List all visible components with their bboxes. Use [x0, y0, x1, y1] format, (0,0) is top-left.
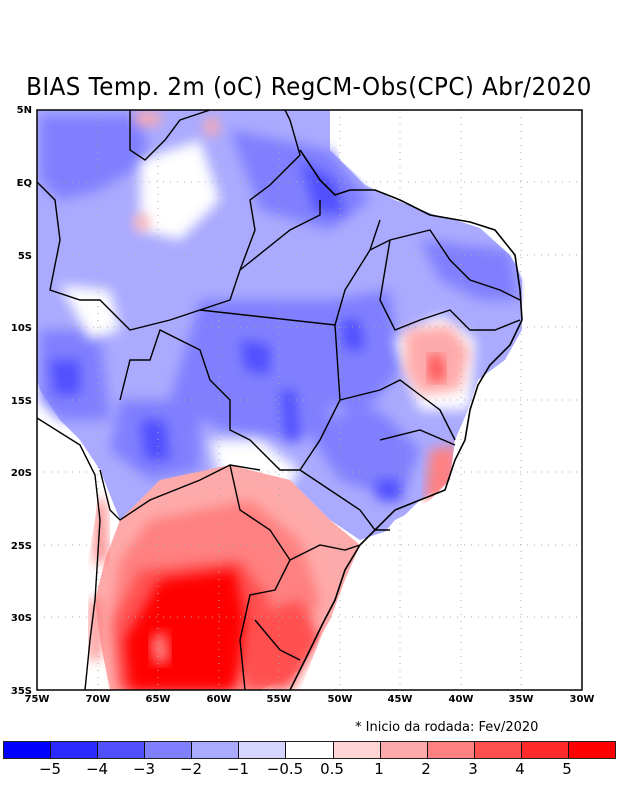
ytick-label: 10S: [11, 323, 32, 334]
colorbar-swatch: [192, 742, 240, 758]
colorbar-swatch: [239, 742, 287, 758]
colorbar-label: 4: [515, 760, 525, 778]
xtick-label: 70W: [86, 694, 111, 705]
colorbar-label: −2: [179, 760, 203, 778]
colorbar: [3, 741, 616, 759]
colorbar-swatch: [568, 742, 616, 758]
x-axis-ticks: 75W 70W 65W 60W 55W 50W 45W 40W 35W 30W: [25, 694, 595, 705]
ocean-mask: [300, 110, 582, 690]
run-start-note: * Inicio da rodada: Fev/2020: [355, 720, 539, 735]
colorbar-swatch: [145, 742, 193, 758]
ytick-label: 5S: [18, 251, 32, 262]
xtick-label: 50W: [328, 694, 353, 705]
xtick-label: 45W: [388, 694, 413, 705]
colorbar-label: −3: [132, 760, 156, 778]
y-axis-ticks: 5N EQ 5S 10S 15S 20S 25S 30S 35S: [11, 105, 32, 697]
field-chile-warm: [90, 500, 108, 660]
colorbar-label: 2: [421, 760, 431, 778]
ytick-label: 30S: [11, 613, 32, 624]
colorbar-label: 3: [468, 760, 478, 778]
colorbar-swatch: [51, 742, 99, 758]
xtick-label: 35W: [509, 694, 534, 705]
colorbar-label: 5: [562, 760, 572, 778]
plot-frame: [36, 109, 583, 691]
field-neutral: [60, 140, 475, 500]
colorbar-swatch: [427, 742, 475, 758]
map-plot: 5N EQ 5S 10S 15S 20S 25S 30S 35S 75W 70W…: [11, 105, 595, 705]
colorbar-swatch: [333, 742, 381, 758]
field-es-warm: [425, 445, 458, 505]
coastline: [289, 149, 523, 691]
colorbar-swatch: [98, 742, 146, 758]
ytick-label: 5N: [17, 105, 32, 116]
xtick-label: 75W: [25, 694, 50, 705]
chart-title: BIAS Temp. 2m (oC) RegCM-Obs(CPC) Abr/20…: [26, 72, 592, 101]
ytick-label: 15S: [11, 396, 32, 407]
field-north-mid: [40, 115, 520, 500]
ytick-label: 20S: [11, 468, 32, 479]
field-bahia-max: [428, 355, 445, 382]
country-borders: [36, 109, 521, 691]
colorbar-swatch: [286, 742, 334, 758]
colorbar-label: −1: [226, 760, 250, 778]
colorbar-label: −4: [85, 760, 109, 778]
ytick-label: 25S: [11, 541, 32, 552]
colorbar-swatch: [4, 742, 52, 758]
colorbar-label: −5: [38, 760, 62, 778]
colorbar-label: 0.5: [320, 760, 344, 778]
colorbar-label: −0.5: [266, 760, 304, 778]
ytick-label: 35S: [11, 686, 32, 697]
colorbar-swatch: [380, 742, 428, 758]
colorbar-swatch: [521, 742, 569, 758]
colorbar-swatch: [474, 742, 522, 758]
ytick-label: EQ: [17, 178, 32, 189]
pacific-mask: [37, 415, 100, 690]
field-south-inner: [150, 630, 170, 665]
colorbar-label: 1: [374, 760, 384, 778]
xtick-label: 55W: [267, 694, 292, 705]
xtick-label: 40W: [449, 694, 474, 705]
grid: [37, 110, 582, 690]
bias-field: [37, 110, 582, 690]
xtick-label: 60W: [207, 694, 232, 705]
colorbar-labels: −5 −4 −3 −2 −1 −0.5 0.5 1 2 3 4 5: [0, 760, 618, 780]
xtick-label: 30W: [570, 694, 595, 705]
xtick-label: 65W: [146, 694, 171, 705]
field-north-red: [135, 112, 218, 230]
